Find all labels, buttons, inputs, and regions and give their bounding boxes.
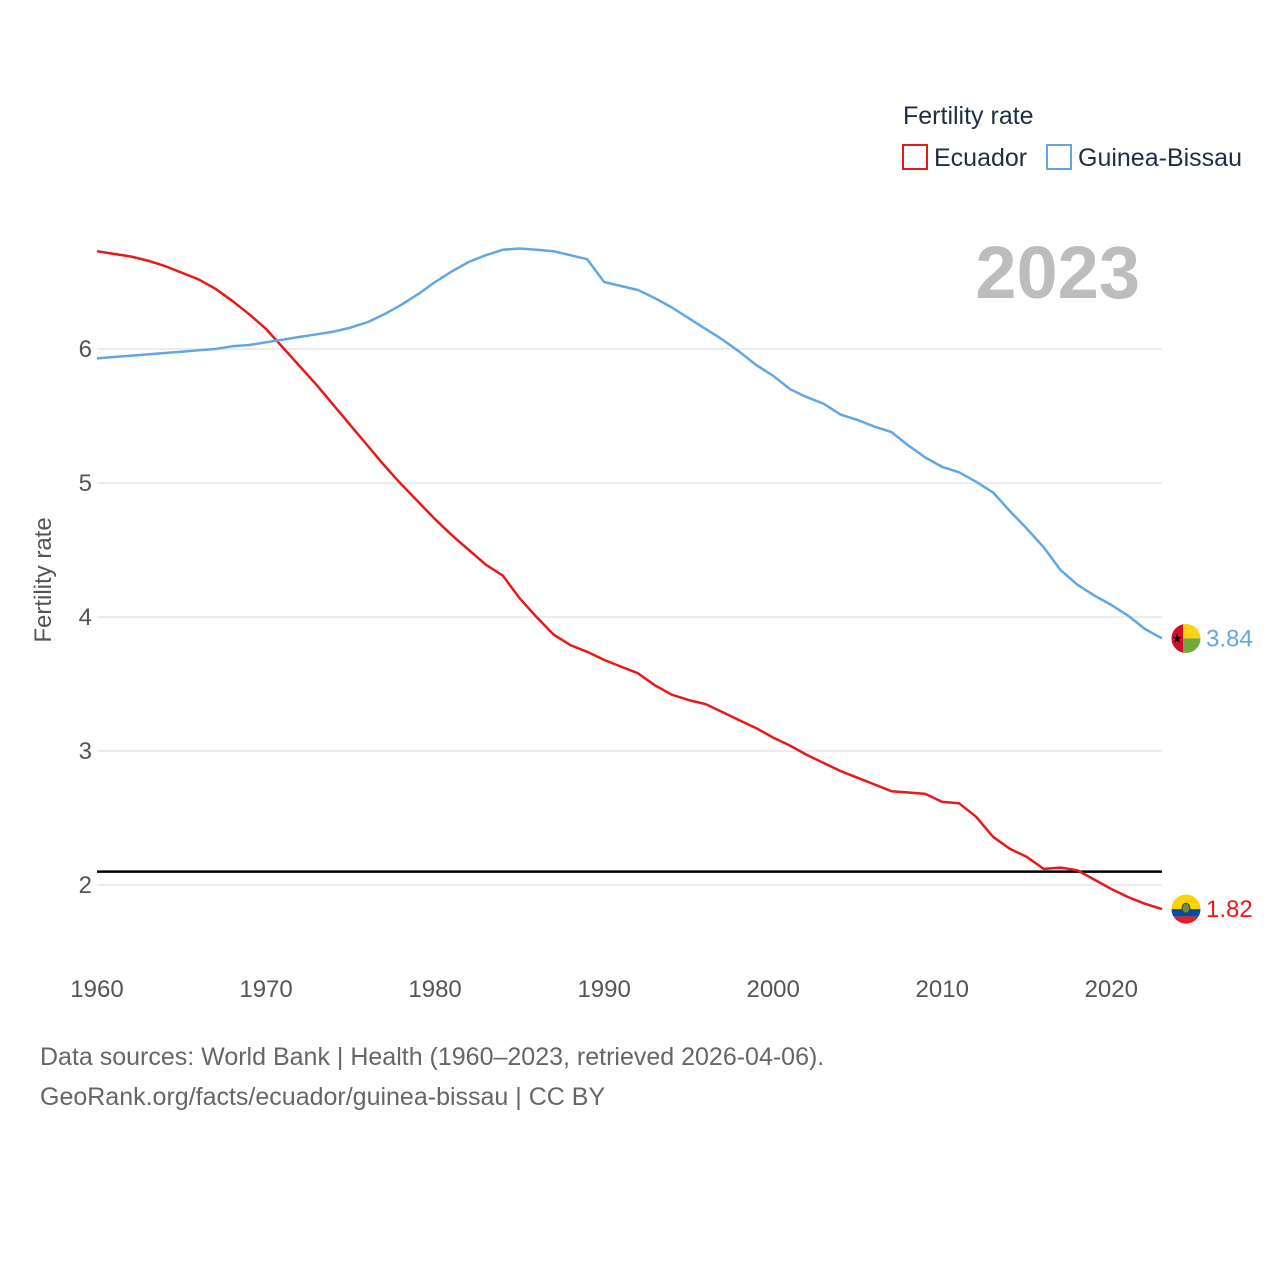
x-tick-label-1990: 1990 [577,976,630,1003]
series-line-guinea-bissau[interactable] [96,247,1163,640]
legend-label-ecuador[interactable]: Ecuador [934,144,1027,172]
series-line-ecuador[interactable] [96,249,1163,911]
x-tick-label-1970: 1970 [239,976,292,1003]
legend-swatch-ecuador[interactable] [902,144,928,170]
year-watermark: 2023 [975,231,1140,314]
end-value-label-guinea-bissau: 3.84 [1206,625,1253,652]
y-tick-label-5: 5 [79,470,92,497]
x-tick-label-2020: 2020 [1085,976,1138,1003]
source-line-1: Data sources: World Bank | Health (1960–… [40,1043,825,1071]
y-axis-title: Fertility rate [30,517,57,642]
x-tick-label-2000: 2000 [746,976,799,1003]
gridlines [97,348,1162,886]
y-axis-ticks: 2 3 4 5 6 [79,336,92,899]
y-tick-label-3: 3 [79,738,92,765]
x-tick-label-2010: 2010 [916,976,969,1003]
x-tick-label-1960: 1960 [70,976,123,1003]
ecuador-flag-icon [1170,893,1202,925]
x-tick-label-1980: 1980 [408,976,461,1003]
legend-swatch-guinea-bissau[interactable] [1046,144,1072,170]
legend-label-guinea-bissau[interactable]: Guinea-Bissau [1078,144,1242,172]
series-lines [96,247,1163,911]
guinea-bissau-flag-icon [1170,622,1202,654]
y-tick-label-2: 2 [79,872,92,899]
legend: Fertility rate Ecuador Guinea-Bissau [902,102,1242,172]
y-tick-label-6: 6 [79,336,92,363]
x-axis-ticks: 1960 1970 1980 1990 2000 2010 2020 [70,976,1138,1003]
legend-title: Fertility rate [903,102,1034,130]
end-markers: 1.82 3.84 [1170,622,1253,925]
end-value-label-ecuador: 1.82 [1206,896,1253,923]
y-tick-label-4: 4 [79,604,92,631]
source-line-2[interactable]: GeoRank.org/facts/ecuador/guinea-bissau … [40,1083,606,1111]
